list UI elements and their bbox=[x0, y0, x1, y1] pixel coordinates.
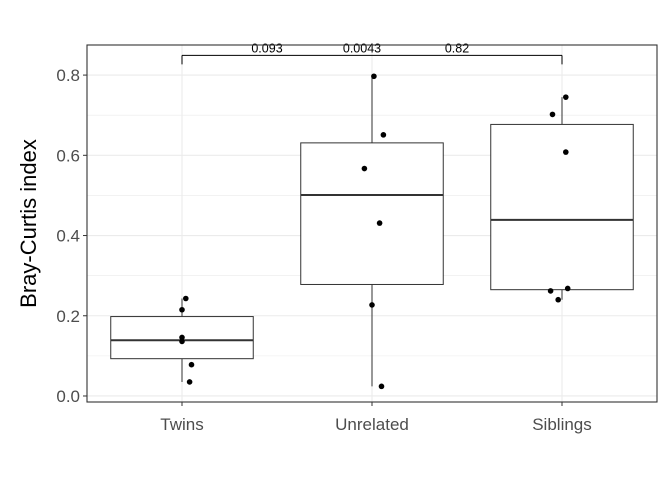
data-point bbox=[361, 165, 368, 172]
data-point bbox=[186, 379, 193, 385]
data-point bbox=[547, 288, 554, 294]
data-point bbox=[563, 149, 569, 155]
data-point bbox=[179, 334, 185, 341]
box-siblings bbox=[490, 97, 634, 300]
data-point bbox=[563, 94, 569, 100]
box-iqr bbox=[490, 123, 634, 291]
data-point bbox=[179, 306, 185, 313]
p-value-label: 0.82 bbox=[445, 41, 469, 55]
data-point bbox=[188, 361, 195, 368]
data-point bbox=[371, 73, 377, 80]
axes: 0.0 0.2 0.4 0.6 0.8 Twins Unrelated Siblings bbox=[56, 66, 591, 434]
data-point bbox=[564, 285, 571, 292]
data-point bbox=[376, 220, 383, 226]
x-tick-label: Siblings bbox=[532, 415, 592, 434]
data-point bbox=[183, 295, 189, 302]
data-point bbox=[378, 383, 385, 390]
p-value-label: 0.0043 bbox=[343, 41, 381, 55]
box-iqr bbox=[300, 142, 444, 285]
y-axis-title: Bray-Curtis index bbox=[16, 139, 41, 308]
data-point bbox=[369, 302, 375, 308]
data-point bbox=[549, 111, 556, 118]
box-unrelated bbox=[300, 76, 444, 387]
y-tick-label: 0.8 bbox=[56, 66, 80, 85]
x-tick-label: Twins bbox=[160, 415, 203, 434]
data-point bbox=[555, 296, 561, 303]
y-tick-label: 0.0 bbox=[56, 387, 80, 406]
boxes bbox=[110, 76, 634, 387]
data-point bbox=[380, 132, 387, 138]
x-tick-label: Unrelated bbox=[335, 415, 409, 434]
p-value-label: 0.093 bbox=[251, 41, 282, 55]
data-point bbox=[179, 338, 185, 345]
y-tick-label: 0.6 bbox=[56, 146, 80, 165]
y-tick-label: 0.2 bbox=[56, 307, 80, 326]
data-points bbox=[179, 73, 571, 390]
y-tick-label: 0.4 bbox=[56, 227, 80, 246]
